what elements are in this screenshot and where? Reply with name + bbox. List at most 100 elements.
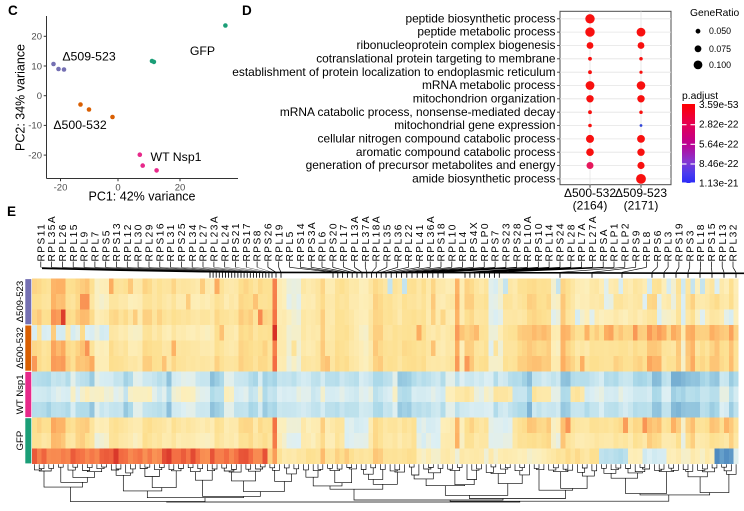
svg-text:RPS18: RPS18 [437, 222, 448, 262]
svg-text:mitochondrion organization: mitochondrion organization [413, 91, 556, 105]
svg-text:mitochondrial gene expression: mitochondrial gene expression [394, 118, 555, 132]
svg-text:RPL8: RPL8 [642, 230, 653, 261]
svg-text:RPS25: RPS25 [177, 222, 188, 262]
svg-text:0: 0 [37, 91, 42, 102]
svg-text:RPS5: RPS5 [101, 229, 112, 261]
svg-text:RPL22: RPL22 [404, 223, 415, 261]
svg-text:8.46e-22: 8.46e-22 [699, 159, 739, 170]
svg-text:RPL36: RPL36 [393, 223, 404, 261]
svg-text:3.59e-53: 3.59e-53 [699, 100, 739, 111]
svg-text:RPL37A: RPL37A [361, 215, 372, 262]
svg-text:RPL14: RPL14 [545, 223, 556, 261]
svg-text:RPL31: RPL31 [166, 223, 177, 261]
svg-text:0.100: 0.100 [709, 60, 731, 70]
svg-text:RPL27A: RPL27A [588, 215, 599, 262]
svg-text:RPL6: RPL6 [318, 230, 329, 261]
svg-text:GFP: GFP [15, 431, 26, 451]
svg-text:RPL29: RPL29 [145, 223, 156, 261]
svg-text:p.adjust: p.adjust [682, 91, 718, 102]
svg-text:RPLP1: RPLP1 [610, 222, 621, 262]
svg-text:WT Nsp1: WT Nsp1 [15, 374, 26, 414]
svg-text:RPLP2: RPLP2 [620, 222, 631, 262]
svg-text:Δ509-523: Δ509-523 [615, 186, 667, 200]
svg-text:0.075: 0.075 [709, 44, 731, 54]
svg-text:peptide biosynthetic process: peptide biosynthetic process [405, 11, 555, 25]
svg-text:RPL34: RPL34 [188, 223, 199, 261]
svg-text:RPS7: RPS7 [491, 229, 502, 261]
svg-text:RPS14: RPS14 [296, 222, 307, 262]
svg-text:RPL7: RPL7 [91, 230, 102, 261]
svg-text:RPS13: RPS13 [112, 222, 123, 262]
svg-text:GFP: GFP [190, 44, 215, 58]
svg-text:(2164): (2164) [573, 199, 608, 213]
svg-text:RPS6: RPS6 [653, 229, 664, 261]
svg-text:10: 10 [31, 61, 42, 72]
svg-text:RPL19: RPL19 [274, 223, 285, 261]
svg-text:0: 0 [115, 183, 120, 194]
svg-text:5.64e-22: 5.64e-22 [699, 139, 739, 150]
svg-text:RPL35: RPL35 [383, 223, 394, 261]
svg-text:RPL13: RPL13 [718, 223, 729, 261]
svg-text:RPL15: RPL15 [69, 223, 80, 261]
svg-text:Δ509-523: Δ509-523 [15, 281, 26, 323]
svg-text:D: D [242, 3, 252, 18]
svg-text:E: E [7, 204, 16, 219]
svg-text:RPS15: RPS15 [707, 222, 718, 262]
svg-text:RPL32: RPL32 [729, 223, 740, 261]
svg-text:RPL36A: RPL36A [426, 215, 437, 262]
svg-text:RPL27: RPL27 [199, 223, 210, 261]
svg-text:peptide metabolic process: peptide metabolic process [417, 25, 555, 39]
svg-text:RPS9: RPS9 [631, 229, 642, 261]
svg-text:RPS8: RPS8 [253, 229, 264, 261]
svg-text:RPL30: RPL30 [134, 223, 145, 261]
svg-text:-20: -20 [28, 150, 42, 161]
svg-text:RPL18: RPL18 [696, 223, 707, 261]
svg-text:RPS23: RPS23 [502, 222, 513, 262]
svg-text:RPL10A: RPL10A [523, 215, 534, 262]
svg-text:cotranslational protein target: cotranslational protein targeting to mem… [316, 51, 556, 65]
svg-text:RPL4: RPL4 [458, 230, 469, 261]
svg-text:RPL41: RPL41 [415, 223, 426, 261]
svg-text:RPS19: RPS19 [675, 222, 686, 262]
svg-text:C: C [8, 3, 18, 18]
svg-text:Δ500-532: Δ500-532 [15, 327, 26, 369]
svg-text:RPL7A: RPL7A [577, 222, 588, 262]
svg-text:Δ509-523: Δ509-523 [62, 50, 116, 64]
svg-text:RPS3A: RPS3A [307, 221, 318, 262]
svg-text:ribonucleoprotein complex biog: ribonucleoprotein complex biogenesis [357, 38, 556, 52]
svg-text:RPLP0: RPLP0 [480, 222, 491, 262]
svg-text:RPL13A: RPL13A [350, 215, 361, 262]
svg-text:PC2: 34% variance: PC2: 34% variance [14, 44, 28, 151]
svg-text:RPS24: RPS24 [556, 222, 567, 262]
svg-text:mRNA catabolic process, nonsen: mRNA catabolic process, nonsense-mediate… [280, 105, 556, 119]
svg-text:RPS26: RPS26 [264, 222, 275, 262]
svg-text:RPL17: RPL17 [339, 223, 350, 261]
svg-text:RPL5: RPL5 [285, 230, 296, 261]
svg-text:RPL28: RPL28 [566, 223, 577, 261]
svg-text:RPS28: RPS28 [512, 222, 523, 262]
svg-text:RPS16: RPS16 [155, 222, 166, 262]
svg-text:RPSA: RPSA [599, 228, 610, 262]
svg-text:RPS21: RPS21 [231, 222, 242, 262]
svg-text:RPL9: RPL9 [80, 230, 91, 261]
svg-text:-10: -10 [28, 121, 42, 132]
svg-text:RPL18A: RPL18A [372, 215, 383, 262]
svg-text:RPS3: RPS3 [685, 229, 696, 261]
svg-text:-20: -20 [54, 183, 68, 194]
svg-text:RPS17: RPS17 [242, 222, 253, 262]
svg-text:RPS4X: RPS4X [469, 221, 480, 262]
svg-text:RPL10: RPL10 [447, 223, 458, 261]
svg-text:RPL26: RPL26 [58, 223, 69, 261]
svg-text:RPS20: RPS20 [328, 222, 339, 262]
svg-text:RPL35A: RPL35A [47, 215, 58, 262]
svg-text:mRNA metabolic process: mRNA metabolic process [422, 78, 556, 92]
svg-text:Δ500-532: Δ500-532 [564, 186, 616, 200]
svg-text:20: 20 [175, 183, 186, 194]
svg-text:RPS11: RPS11 [36, 223, 47, 262]
svg-text:amide biosynthetic process: amide biosynthetic process [412, 172, 555, 186]
svg-text:RPL23A: RPL23A [210, 215, 221, 262]
svg-text:PC1: 42% variance: PC1: 42% variance [88, 190, 195, 204]
svg-text:establishment of protein local: establishment of protein localization to… [232, 65, 555, 79]
svg-text:0.050: 0.050 [709, 26, 731, 36]
svg-text:20: 20 [31, 32, 42, 43]
